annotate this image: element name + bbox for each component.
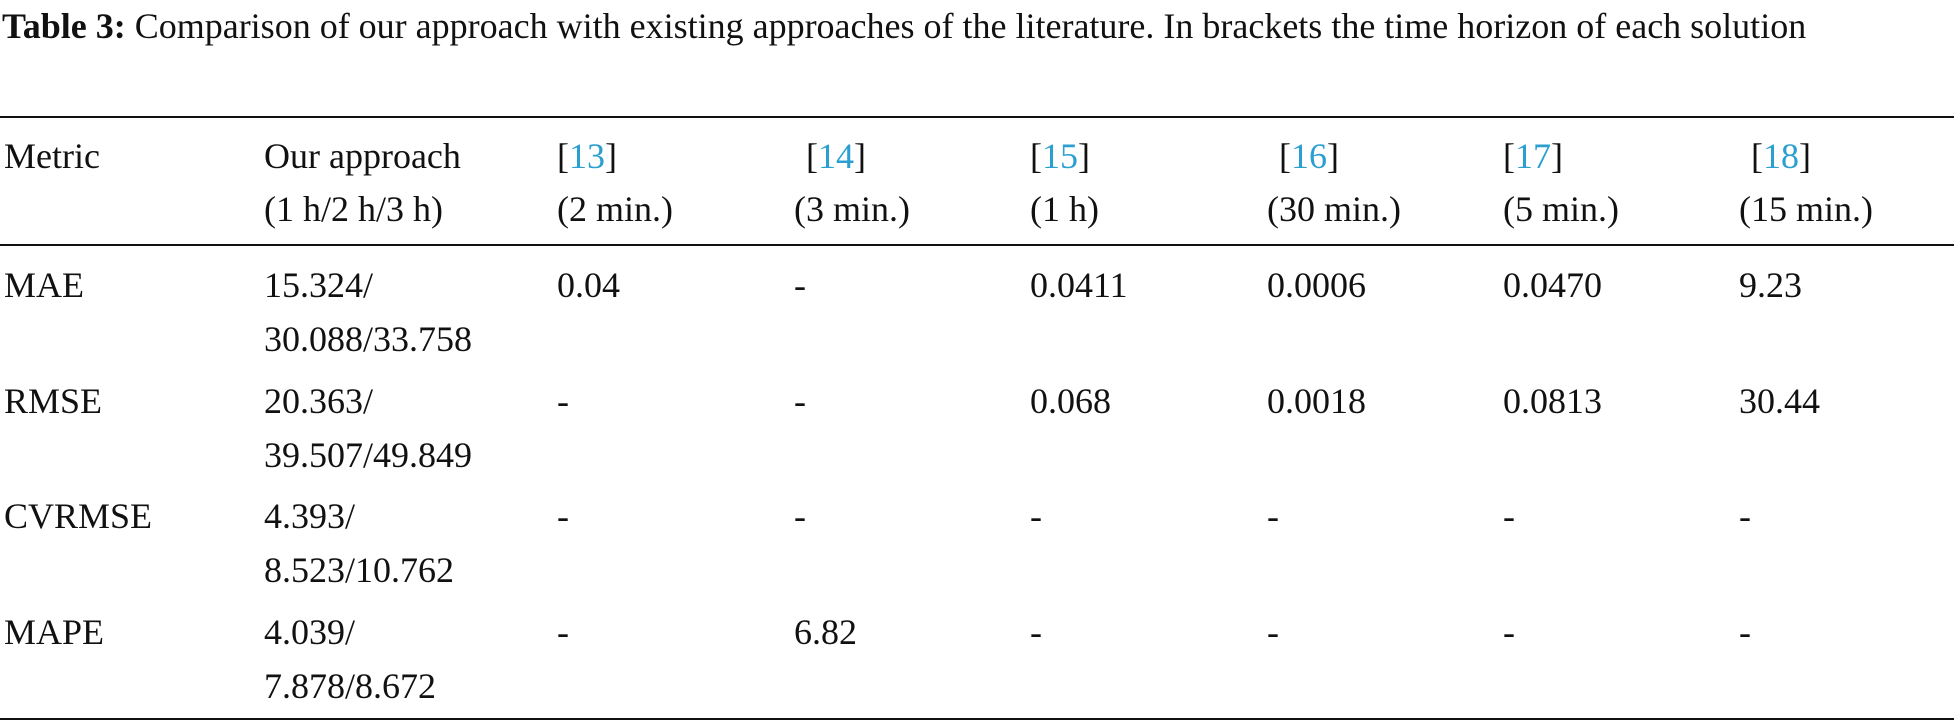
bracket: [ <box>1503 136 1515 176</box>
ref-link: 18 <box>1763 136 1799 176</box>
cell: 0.0411 <box>1030 265 1128 305</box>
top-rule <box>0 116 1954 118</box>
cell: 0.0813 <box>1503 381 1602 421</box>
cell: 20.363/ <box>264 381 374 421</box>
bracket: ] <box>1078 136 1090 176</box>
bracket: ] <box>1551 136 1563 176</box>
cell: - <box>1030 612 1042 652</box>
cell: 30.44 <box>1739 381 1820 421</box>
cell: - <box>794 265 806 305</box>
ref-link: 14 <box>818 136 854 176</box>
header-ref: [13] <box>557 134 617 178</box>
header-cell: Metric <box>4 136 100 176</box>
cell: - <box>1503 612 1515 652</box>
bracket: [ <box>1279 136 1291 176</box>
cell: - <box>794 496 806 536</box>
cell: - <box>557 496 569 536</box>
bracket: ] <box>605 136 617 176</box>
header-ref: [16] <box>1279 134 1339 178</box>
bracket: [ <box>806 136 818 176</box>
cell: - <box>557 381 569 421</box>
cell: 15.324/ <box>264 265 374 305</box>
bracket: ] <box>854 136 866 176</box>
caption-label: Table 3: <box>2 6 126 46</box>
cell: - <box>1503 496 1515 536</box>
header-ref: [15] <box>1030 134 1090 178</box>
header-horizon: (3 min.) <box>794 189 910 229</box>
cell: 0.0018 <box>1267 381 1366 421</box>
ref-link: 17 <box>1515 136 1551 176</box>
cell: - <box>1267 612 1279 652</box>
header-ref: [17] <box>1503 134 1563 178</box>
header-horizon: (1 h/2 h/3 h) <box>264 189 443 229</box>
header-rule <box>0 244 1954 246</box>
bracket: [ <box>1751 136 1763 176</box>
row-label: CVRMSE <box>4 496 153 536</box>
bracket: [ <box>1030 136 1042 176</box>
cell: 4.393/ <box>264 496 356 536</box>
row-label: MAE <box>4 265 84 305</box>
header-horizon: (15 min.) <box>1739 189 1873 229</box>
cell: - <box>1739 496 1751 536</box>
caption: Table 3: Comparison of our approach with… <box>2 0 1952 52</box>
cell: 0.068 <box>1030 381 1111 421</box>
cell: - <box>557 612 569 652</box>
cell: 0.0470 <box>1503 265 1602 305</box>
ref-link: 15 <box>1042 136 1078 176</box>
cell: 9.23 <box>1739 265 1802 305</box>
caption-text: Comparison of our approach with existing… <box>134 6 1807 46</box>
header-ref: [18] <box>1751 134 1811 178</box>
cell: - <box>1739 612 1751 652</box>
cell: 7.878/8.672 <box>264 666 437 706</box>
header-horizon: (2 min.) <box>557 189 673 229</box>
ref-link: 16 <box>1291 136 1327 176</box>
bottom-rule <box>0 718 1954 720</box>
header-horizon: (30 min.) <box>1267 189 1401 229</box>
cell: 4.039/ <box>264 612 356 652</box>
bracket: ] <box>1327 136 1339 176</box>
bracket: ] <box>1799 136 1811 176</box>
ref-link: 13 <box>569 136 605 176</box>
cell: 8.523/10.762 <box>264 550 455 590</box>
header-horizon: (1 h) <box>1030 189 1099 229</box>
header-cell: Our approach <box>264 136 461 176</box>
cell: 39.507/49.849 <box>264 435 473 475</box>
cell: - <box>794 381 806 421</box>
row-label: RMSE <box>4 381 103 421</box>
cell: 0.04 <box>557 265 620 305</box>
cell: 0.0006 <box>1267 265 1366 305</box>
bracket: [ <box>557 136 569 176</box>
cell: 6.82 <box>794 612 857 652</box>
header-horizon: (5 min.) <box>1503 189 1619 229</box>
row-label: MAPE <box>4 612 105 652</box>
header-ref: [14] <box>806 134 866 178</box>
cell: - <box>1267 496 1279 536</box>
cell: - <box>1030 496 1042 536</box>
cell: 30.088/33.758 <box>264 319 473 359</box>
